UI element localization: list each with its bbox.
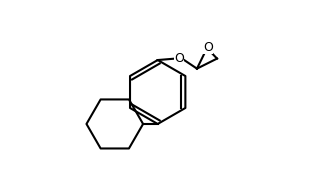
- Text: O: O: [203, 41, 213, 54]
- Text: O: O: [174, 52, 183, 65]
